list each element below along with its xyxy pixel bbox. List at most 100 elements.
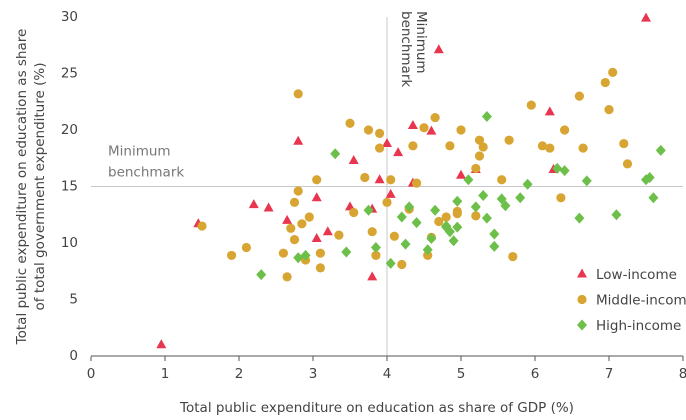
data-point (611, 209, 622, 221)
legend-label: High-income (596, 318, 681, 334)
data-point (374, 174, 385, 184)
data-point (385, 188, 396, 198)
legend-label: Middle-income (596, 293, 686, 309)
data-point (456, 125, 466, 135)
x-tick-label: 6 (531, 366, 540, 382)
data-point (463, 174, 474, 186)
data-point (600, 77, 610, 88)
data-point (289, 235, 300, 245)
data-point (504, 135, 514, 145)
data-point (412, 178, 422, 188)
data-point (227, 250, 237, 261)
data-point (293, 186, 303, 196)
y-axis-label: Total public expenditure on education as… (14, 29, 48, 346)
data-point (556, 193, 566, 203)
data-point (581, 175, 592, 187)
data-point (508, 251, 518, 262)
data-point (367, 227, 377, 237)
x-tick-label: 4 (383, 366, 392, 382)
data-point (311, 192, 322, 202)
y-axis-label-line: of total government expenditure (%) (32, 63, 48, 311)
data-point (441, 212, 451, 222)
data-point (297, 219, 307, 229)
data-point (322, 226, 333, 236)
data-point (423, 250, 433, 261)
data-point (293, 135, 304, 145)
data-point (382, 138, 392, 148)
data-point (330, 148, 341, 160)
data-point (574, 91, 585, 101)
data-point (363, 204, 374, 216)
data-point (552, 162, 563, 174)
data-point (560, 125, 570, 135)
data-point (537, 141, 548, 151)
data-point (263, 202, 274, 212)
data-point (515, 192, 526, 204)
data-point (471, 211, 481, 221)
data-point (304, 212, 314, 222)
data-point (474, 151, 485, 161)
data-point (452, 195, 463, 207)
data-point (433, 44, 444, 54)
data-point (489, 240, 500, 252)
data-point (444, 226, 455, 238)
x-tick-label: 1 (161, 366, 170, 382)
legend-marker (577, 319, 587, 331)
data-point (393, 147, 404, 157)
data-point (411, 217, 422, 229)
data-point (545, 143, 555, 153)
data-point (293, 252, 304, 264)
y-tick-label: 5 (69, 292, 78, 308)
data-point (349, 207, 359, 218)
data-point (197, 221, 207, 231)
legend-marker (577, 268, 587, 278)
data-point (422, 244, 433, 256)
data-point (386, 175, 396, 185)
data-point (478, 190, 489, 202)
benchmark-label: benchmark (398, 11, 414, 87)
data-point (641, 12, 651, 22)
data-point (282, 272, 292, 282)
data-point (474, 135, 485, 145)
x-tick-label: 7 (605, 366, 614, 382)
data-point (497, 175, 507, 185)
data-point (300, 249, 311, 261)
data-point (286, 223, 296, 233)
data-point (500, 200, 511, 212)
data-point (315, 263, 325, 273)
data-point (396, 211, 407, 223)
x-axis-label: Total public expenditure on education as… (179, 400, 574, 416)
x-tick-label: 3 (309, 366, 318, 382)
data-point (526, 100, 536, 110)
data-point (404, 201, 415, 213)
data-point (604, 105, 614, 115)
data-point (430, 204, 441, 216)
data-point (544, 106, 555, 116)
data-point (375, 143, 385, 153)
data-point (385, 257, 396, 269)
data-point (619, 138, 629, 149)
data-point (312, 175, 322, 185)
data-point (426, 125, 437, 135)
data-point (375, 128, 385, 138)
data-point (430, 112, 440, 123)
data-point (256, 269, 267, 281)
data-point (334, 230, 344, 240)
data-point (578, 143, 588, 153)
y-tick-label: 0 (69, 348, 78, 364)
data-point (608, 67, 618, 77)
y-axis-label-line: Total public expenditure on education as… (14, 29, 30, 346)
y-tick-label: 20 (61, 122, 78, 138)
data-point (426, 232, 437, 244)
data-point (360, 172, 370, 183)
data-point (389, 231, 399, 241)
data-point (408, 141, 418, 151)
data-point (489, 228, 500, 240)
legend-label: Low-income (596, 267, 677, 283)
data-point (419, 123, 429, 133)
data-point (400, 238, 411, 250)
x-tick-label: 0 (87, 366, 96, 382)
data-point (382, 197, 392, 207)
data-point (448, 235, 459, 247)
